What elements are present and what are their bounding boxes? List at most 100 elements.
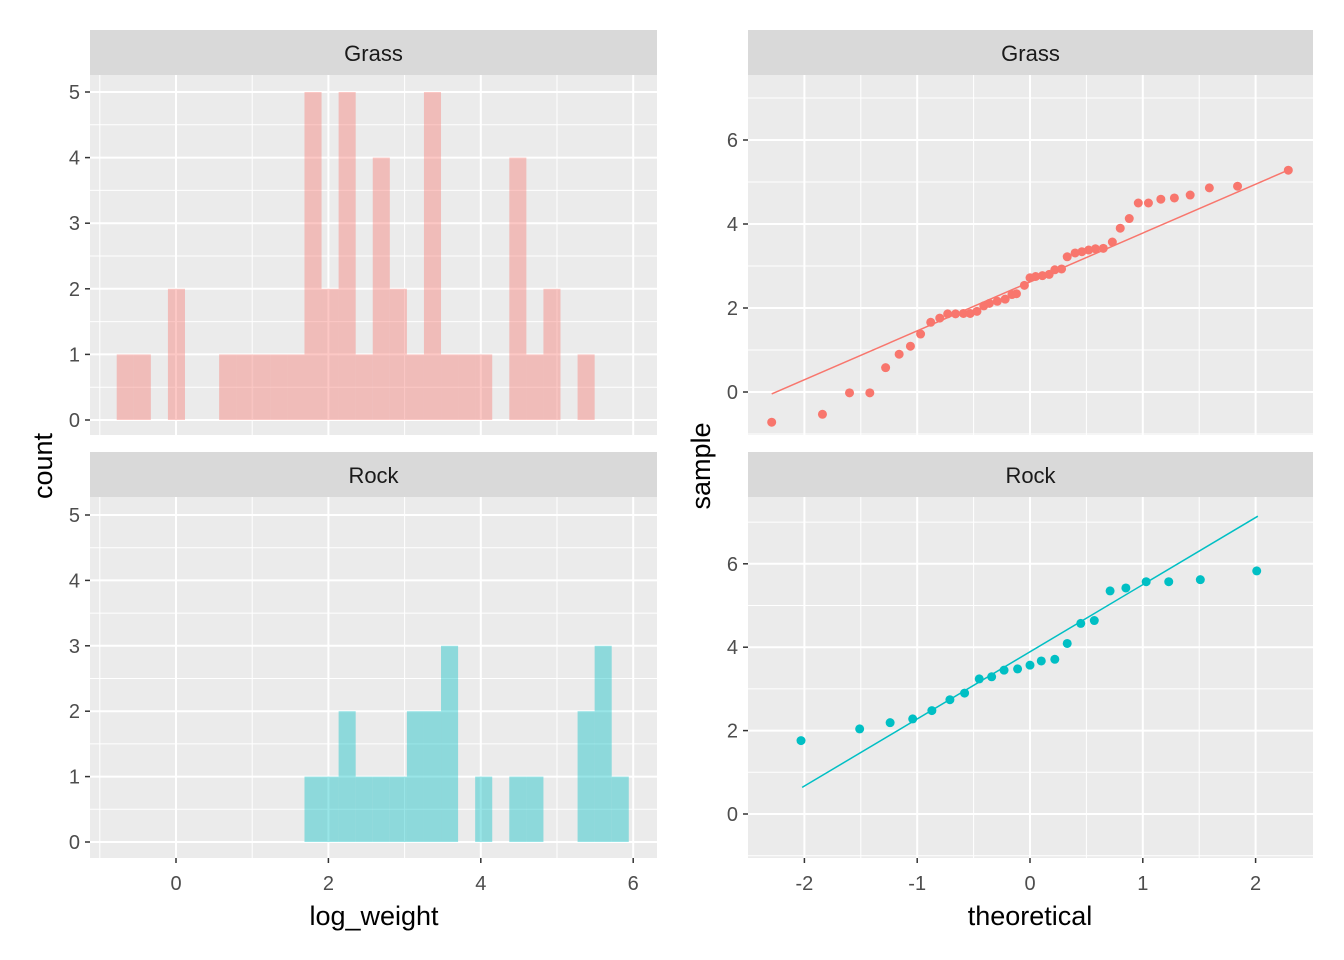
hist-y-axis-title: count: [28, 432, 58, 499]
hist-grass-histogram-bar: [253, 354, 271, 420]
hist-rock-histogram-bar: [321, 776, 339, 842]
hist-grass-histogram-bar: [577, 354, 595, 420]
qq-rock-qq-point: [796, 736, 806, 746]
qq-rock-y-tick-label: 2: [727, 721, 738, 743]
hist-grass-histogram-bar: [423, 92, 442, 420]
hist-rock-y-tick-label: 0: [69, 832, 80, 854]
qq-grass-qq-point: [951, 309, 961, 319]
qq-grass-qq-point: [1011, 289, 1021, 299]
hist-grass-panel: Grass 0 1 2 3 4 5: [69, 30, 657, 435]
qq-grass-qq-point: [1185, 190, 1195, 200]
qq-rock-qq-point: [945, 695, 955, 705]
hist-rock-x-tick-label: 4: [475, 873, 486, 895]
qq-rock-qq-point: [855, 724, 865, 734]
qq-grass-qq-point: [1077, 247, 1087, 257]
qq-grass-qq-point: [958, 308, 968, 318]
qq-grass-qq-point: [972, 306, 982, 316]
hist-grass-strip: [90, 30, 657, 75]
hist-rock-histogram-bar: [526, 776, 544, 842]
qq-rock-qq-point: [1025, 660, 1035, 670]
hist-grass-histogram-bar: [270, 354, 288, 420]
hist-rock-x-tick-label: 6: [628, 873, 639, 895]
hist-rock-histogram-bar: [577, 711, 595, 842]
hist-grass-y-tick-label: 0: [69, 410, 80, 432]
hist-rock-histogram-bar: [406, 711, 424, 842]
qq-grass-panel: Grass 0 2 4 6: [727, 30, 1313, 435]
qq-rock-qq-point: [974, 674, 984, 684]
hist-rock-histogram-bar: [611, 776, 629, 842]
qq-grass-qq-point: [1107, 237, 1117, 247]
qq-grass-qq-point: [865, 388, 875, 398]
hist-rock-x-tick-label: 2: [323, 873, 334, 895]
qq-grass-qq-point: [1050, 265, 1060, 275]
hist-grass-y-tick-label: 3: [69, 213, 80, 235]
hist-grass-histogram-bar: [219, 354, 237, 420]
hist-grass-histogram-bar: [133, 354, 151, 420]
hist-grass-plot-background: [90, 75, 657, 435]
qq-rock-x-tick-label: 1: [1137, 873, 1148, 895]
hist-rock-histogram-bar: [304, 776, 322, 842]
hist-grass-histogram-bar: [116, 354, 134, 420]
hist-rock-histogram-bar: [594, 645, 612, 842]
hist-rock-y-tick-label: 4: [69, 570, 80, 592]
hist-grass-histogram-bar: [475, 354, 493, 420]
qq-grass-y-tick-label: 4: [727, 214, 738, 236]
qq-rock-strip-label: Rock: [1005, 463, 1056, 488]
qq-grass-qq-point: [916, 329, 926, 339]
hist-grass-histogram-bar: [458, 354, 476, 420]
qq-rock-qq-point: [885, 718, 895, 728]
qq-rock-qq-point: [1195, 575, 1205, 585]
qq-grass-qq-point: [1062, 252, 1072, 262]
qq-rock-qq-point: [1076, 618, 1086, 628]
qq-grass-qq-point: [1057, 264, 1067, 274]
qq-rock-x-tick-label: -2: [796, 873, 814, 895]
qq-grass-qq-point: [1283, 165, 1293, 175]
hist-grass-y-tick-label: 1: [69, 344, 80, 366]
qq-rock-y-tick-label: 4: [727, 637, 738, 659]
qq-grass-y-tick-label: 6: [727, 130, 738, 152]
hist-grass-histogram-bar: [167, 288, 185, 420]
hist-rock-histogram-bar: [423, 711, 442, 842]
qq-rock-x-tick-label: 2: [1250, 873, 1261, 895]
hist-rock-histogram-bar: [509, 776, 527, 842]
hist-grass-histogram-bar: [389, 288, 407, 420]
qq-rock-y-tick-label: 6: [727, 554, 738, 576]
hist-rock-histogram-bar: [372, 776, 390, 842]
qq-rock-qq-point: [1141, 577, 1151, 587]
hist-grass-histogram-bar: [543, 288, 561, 420]
hist-rock-strip-label: Rock: [348, 463, 399, 488]
qq-grass-qq-point: [926, 317, 936, 327]
qq-rock-x-tick-label: -1: [908, 873, 926, 895]
qq-grass-qq-point: [767, 417, 777, 427]
qq-rock-qq-point: [908, 714, 918, 724]
qq-rock-qq-point: [1252, 566, 1262, 576]
hist-grass-histogram-bar: [355, 354, 373, 420]
qq-y-axis-title: sample: [686, 422, 716, 509]
qq-grass-qq-point: [984, 298, 994, 308]
hist-rock-y-tick-label: 3: [69, 636, 80, 658]
qq-grass-qq-point: [1031, 272, 1041, 281]
qq-grass-qq-point: [1098, 243, 1108, 253]
hist-rock-panel: Rock 0 1 2 3 4 5 0 2 4 6: [69, 452, 657, 895]
hist-grass-histogram-bar: [287, 354, 305, 420]
hist-grass-y-tick-label: 2: [69, 279, 80, 301]
qq-grass-qq-point: [1115, 223, 1125, 233]
qq-grass-qq-point: [1143, 198, 1153, 208]
qq-grass-qq-point: [817, 409, 827, 419]
hist-grass-histogram-bar: [338, 92, 356, 420]
hist-rock-x-tick-label: 0: [170, 873, 181, 895]
qq-grass-y-tick-label: 0: [727, 382, 738, 404]
qq-rock-qq-point: [1050, 654, 1060, 664]
qq-grass-qq-point: [905, 341, 915, 351]
qq-grass-y-tick-label: 2: [727, 298, 738, 320]
qq-grass-qq-point: [1133, 198, 1143, 208]
qq-x-axis-title: theoretical: [968, 901, 1093, 931]
hist-grass-histogram-bar: [304, 92, 322, 420]
qq-rock-y-tick-label: 0: [727, 804, 738, 826]
qq-grass-qq-point: [1090, 244, 1100, 254]
qq-grass-qq-point: [943, 309, 953, 319]
hist-grass-histogram-bar: [321, 288, 339, 420]
hist-rock-histogram-bar: [441, 645, 459, 842]
qq-rock-qq-line: [801, 515, 1259, 789]
